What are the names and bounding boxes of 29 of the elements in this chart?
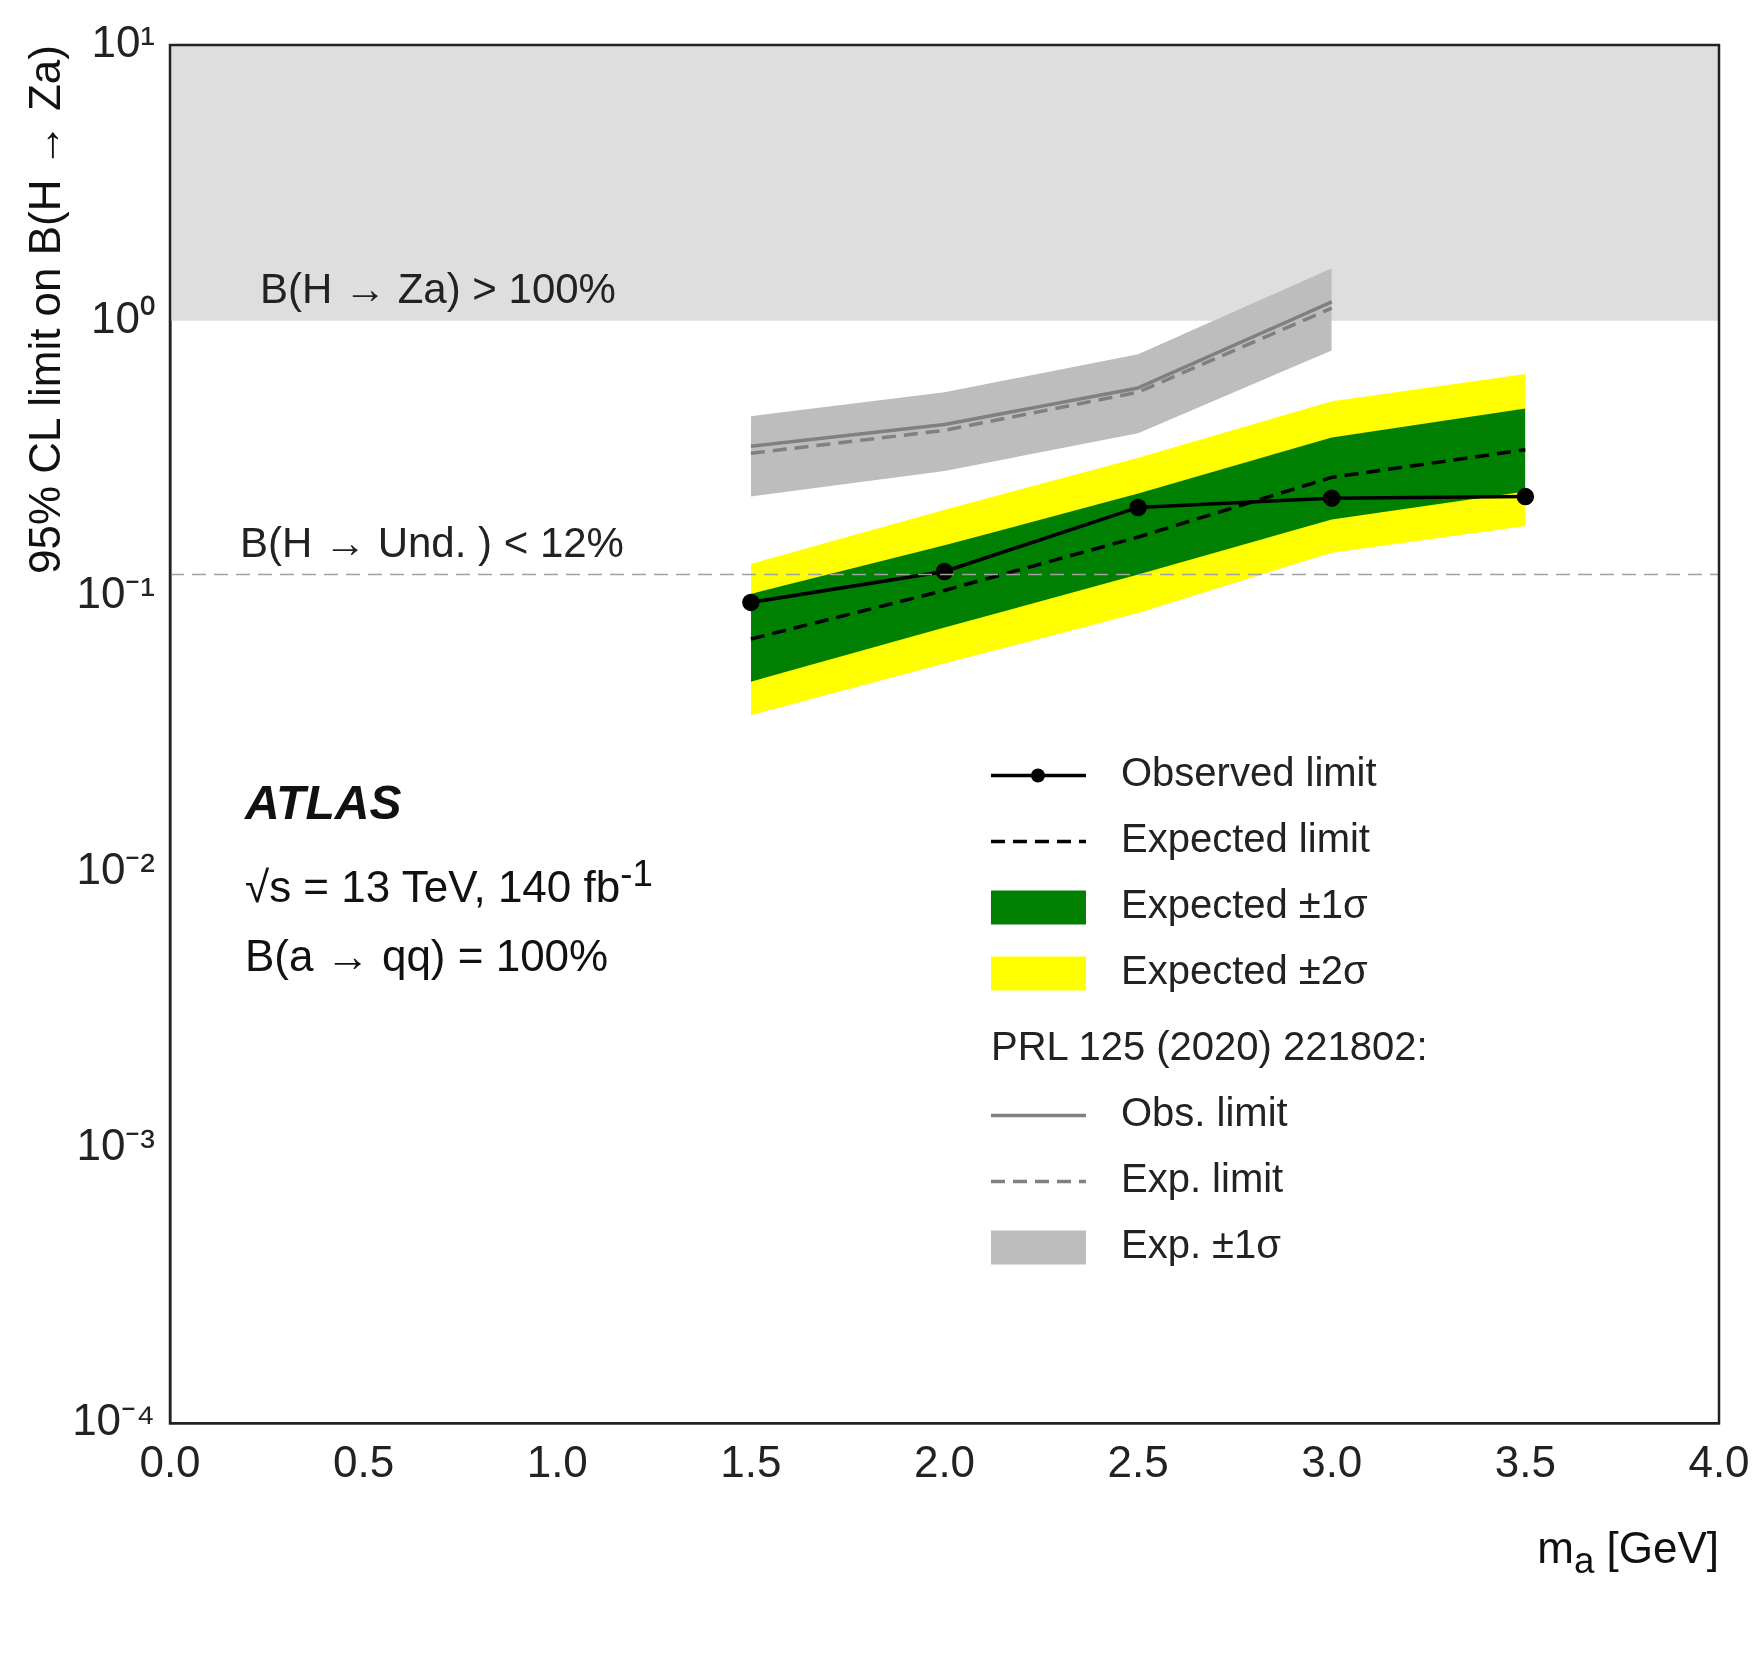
annotation: √s = 13 TeV, 140 fb$^{-1}$ [245, 853, 653, 913]
annotation: B(a → qq) = 100% [245, 931, 609, 982]
legend-label: Obs. limit [1120, 1090, 1288, 1135]
x-tick-label: 2.0 [913, 1436, 976, 1486]
y-tick-label: 10⁻² [76, 844, 155, 894]
y-tick-label: 10⁰ [91, 292, 155, 342]
legend-label: Exp. ±1σ [1120, 1222, 1282, 1267]
annotation: ATLAS [245, 775, 402, 831]
x-tick-label: 3.0 [1301, 1436, 1363, 1486]
legend-label: Observed limit [1120, 750, 1377, 795]
band-label: B(H → Za) > 100% [260, 265, 616, 313]
x-axis-title: m$_{a}$ [GeV] [1537, 1523, 1719, 1582]
y-tick-label: 10⁻³ [76, 1119, 155, 1169]
line-series [749, 448, 1528, 641]
x-tick-label: 3.5 [1494, 1436, 1556, 1486]
x-tick-label: 1.0 [526, 1436, 588, 1486]
y-axis-title: 95% CL limit on B(H → Za) [20, 45, 70, 574]
legend-label: Expected limit [1120, 816, 1370, 861]
x-tick-label: 1.5 [720, 1436, 782, 1486]
x-tick-label: 2.5 [1107, 1436, 1169, 1486]
x-tick-label: 0.5 [333, 1436, 395, 1486]
legend-label: Expected ±2σ [1120, 948, 1369, 993]
x-tick-label: 4.0 [1688, 1436, 1750, 1486]
annotation: PRL 125 (2020) 221802: [990, 1024, 1428, 1069]
legend-label: Expected ±1σ [1120, 882, 1369, 927]
legend-label: Exp. limit [1120, 1156, 1284, 1201]
ref-line-label: B(H → Und. ) < 12% [240, 519, 624, 567]
y-tick-label: 10¹ [91, 17, 155, 67]
y-tick-label: 10⁻¹ [76, 568, 155, 618]
